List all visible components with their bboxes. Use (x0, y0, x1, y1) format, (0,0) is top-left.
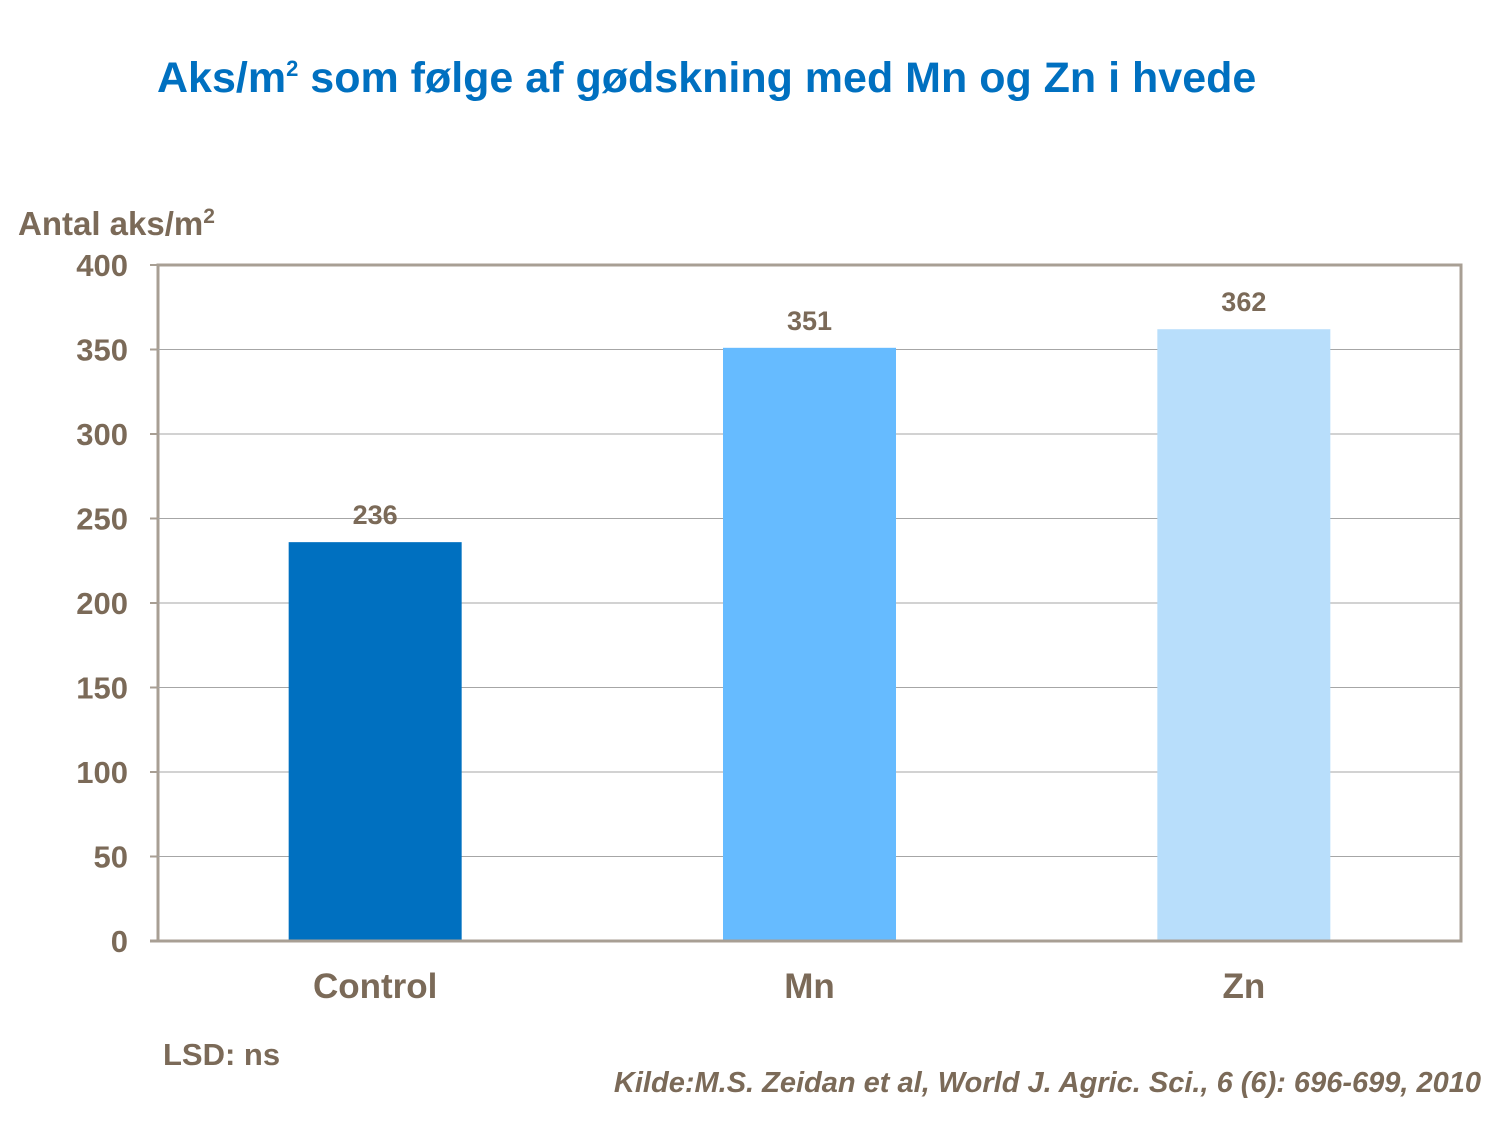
x-category-label-mn: Mn (784, 967, 835, 1006)
y-tick-label: 200 (76, 586, 128, 621)
y-tick-label: 150 (76, 671, 128, 706)
y-tick-label: 0 (111, 924, 128, 959)
chart-title: Aks/m2 som følge af gødskning med Mn og … (157, 54, 1257, 102)
bars (288, 329, 1331, 942)
data-label-control: 236 (353, 500, 398, 530)
lsd-note: LSD: ns (163, 1037, 281, 1072)
x-category-label-control: Control (313, 967, 437, 1006)
y-tick-label: 250 (76, 502, 128, 537)
x-category-label-zn: Zn (1222, 967, 1265, 1006)
data-label-zn: 362 (1221, 287, 1266, 317)
bar-mn (723, 347, 896, 941)
data-label-mn: 351 (787, 306, 832, 336)
bar-control (288, 542, 462, 941)
y-tick-label: 350 (76, 333, 128, 368)
y-tick-label: 50 (94, 840, 128, 875)
source-citation: Kilde:M.S. Zeidan et al, World J. Agric.… (613, 1067, 1481, 1099)
y-tick-label: 300 (76, 417, 128, 452)
bar-zn (1157, 329, 1331, 942)
labels: 0 50 100 150 200 250 300 350 400 236 Control 351 Mn 3… (76, 248, 1461, 1006)
y-tick-label: 100 (76, 755, 128, 790)
y-tick-label: 400 (76, 248, 128, 283)
y-axis-label: Antal aks/m2 (18, 205, 215, 242)
